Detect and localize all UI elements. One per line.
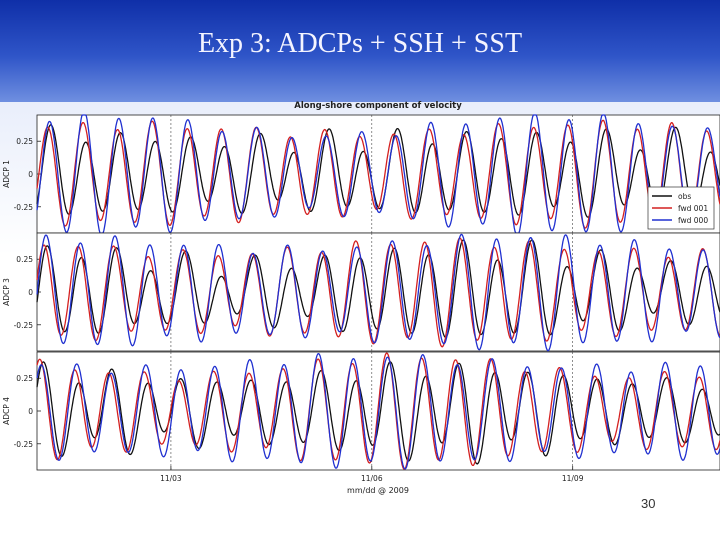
page-number: 30 (641, 496, 656, 511)
legend-entry: obs (678, 192, 691, 201)
y-tick-label: 0.25 (16, 137, 33, 146)
title-band (0, 0, 720, 102)
x-tick-label: 11/03 (160, 474, 182, 483)
y-tick-label: -0.25 (14, 440, 34, 449)
series-line-fwd-001 (36, 237, 720, 348)
series-line-fwd-000 (36, 114, 720, 234)
legend-entry: fwd 001 (678, 204, 708, 213)
x-tick-label: 11/06 (361, 474, 383, 483)
y-tick-label: 0 (28, 170, 33, 179)
panel-frame (36, 114, 720, 234)
velocity-figure: Along-shore component of velocity 0.25 0 -… (2, 101, 720, 495)
legend-entry: fwd 000 (678, 216, 708, 225)
y-tick-label: 0.25 (16, 374, 33, 383)
chart-title: Along-shore component of velocity (294, 101, 462, 111)
y-axis-label: ADCP 3 (2, 278, 11, 306)
y-tick-label: -0.25 (14, 321, 34, 330)
series-line-fwd-001 (36, 352, 720, 470)
x-axis-label: mm/dd @ 2009 (347, 486, 409, 495)
y-axis-label: ADCP 4 (2, 397, 11, 425)
y-tick-label: 0.25 (16, 255, 33, 264)
x-tick-label: 11/09 (562, 474, 584, 483)
y-axis-label: ADCP 1 (2, 160, 11, 188)
y-tick-label: 0 (28, 407, 33, 416)
series-line-fwd-000 (36, 233, 720, 352)
y-tick-label: -0.25 (14, 203, 34, 212)
slide-title: Exp 3: ADCPs + SSH + SST (197, 28, 523, 59)
y-tick-label: 0 (28, 288, 33, 297)
series-line-fwd-000 (36, 352, 720, 470)
